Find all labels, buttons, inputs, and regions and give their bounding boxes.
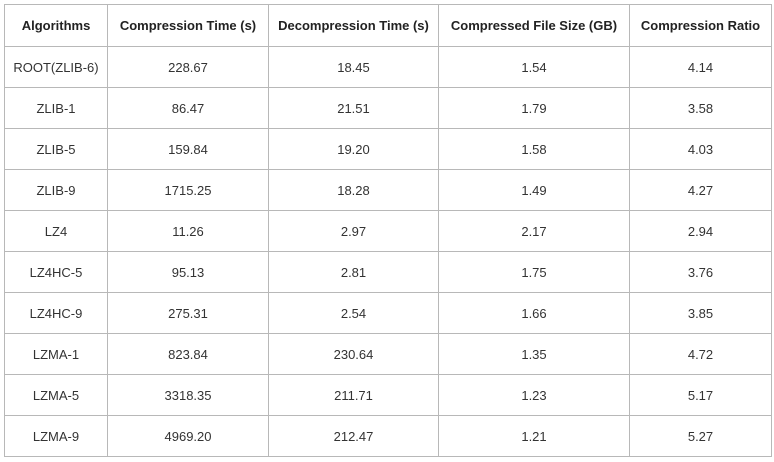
table-cell: 1.75 bbox=[438, 251, 630, 293]
header-cell: Compression Time (s) bbox=[107, 4, 269, 47]
table-row: LZMA-9 4969.20 212.47 1.21 5.27 bbox=[4, 415, 772, 457]
table-cell: 212.47 bbox=[268, 415, 439, 457]
table-cell: 4.27 bbox=[629, 169, 772, 211]
table-cell: 1.35 bbox=[438, 333, 630, 375]
table-cell: 4.03 bbox=[629, 128, 772, 170]
table-cell: 1.54 bbox=[438, 46, 630, 88]
header-cell: Compression Ratio bbox=[629, 4, 772, 47]
table-row: LZ4 11.26 2.97 2.17 2.94 bbox=[4, 210, 772, 252]
table-header: Algorithms Compression Time (s) Decompress… bbox=[4, 4, 772, 47]
table-cell: 228.67 bbox=[107, 46, 269, 88]
table-cell: LZ4HC-5 bbox=[4, 251, 108, 293]
table-cell: LZ4 bbox=[4, 210, 108, 252]
table-cell: 95.13 bbox=[107, 251, 269, 293]
table-cell: 3318.35 bbox=[107, 374, 269, 416]
table-cell: 1.58 bbox=[438, 128, 630, 170]
table-cell: 1.49 bbox=[438, 169, 630, 211]
table-cell: 21.51 bbox=[268, 87, 439, 129]
table-cell: LZMA-1 bbox=[4, 333, 108, 375]
header-cell: Algorithms bbox=[4, 4, 108, 47]
table-cell: 4.14 bbox=[629, 46, 772, 88]
table-cell: 2.94 bbox=[629, 210, 772, 252]
table-cell: 1.79 bbox=[438, 87, 630, 129]
table-row: ROOT(ZLIB-6) 228.67 18.45 1.54 4.14 bbox=[4, 46, 772, 88]
data-table: Algorithms Compression Time (s) Decompress… bbox=[4, 4, 772, 457]
table-cell: ROOT(ZLIB-6) bbox=[4, 46, 108, 88]
table-body: ROOT(ZLIB-6) 228.67 18.45 1.54 4.14 ZLIB-1 86.… bbox=[4, 46, 772, 457]
table-cell: 2.54 bbox=[268, 292, 439, 334]
header-row: Algorithms Compression Time (s) Decompress… bbox=[4, 4, 772, 47]
table-row: LZ4HC-5 95.13 2.81 1.75 3.76 bbox=[4, 251, 772, 293]
table-row: ZLIB-1 86.47 21.51 1.79 3.58 bbox=[4, 87, 772, 129]
table-cell: 4969.20 bbox=[107, 415, 269, 457]
table-cell: 18.45 bbox=[268, 46, 439, 88]
table-cell: 1.66 bbox=[438, 292, 630, 334]
table-cell: ZLIB-5 bbox=[4, 128, 108, 170]
table-cell: 275.31 bbox=[107, 292, 269, 334]
table-cell: LZ4HC-9 bbox=[4, 292, 108, 334]
table-row: LZMA-5 3318.35 211.71 1.23 5.17 bbox=[4, 374, 772, 416]
table-cell: LZMA-5 bbox=[4, 374, 108, 416]
table-cell: 2.17 bbox=[438, 210, 630, 252]
table-cell: 159.84 bbox=[107, 128, 269, 170]
table-cell: 5.17 bbox=[629, 374, 772, 416]
table-cell: ZLIB-1 bbox=[4, 87, 108, 129]
table-cell: 823.84 bbox=[107, 333, 269, 375]
table-row: ZLIB-5 159.84 19.20 1.58 4.03 bbox=[4, 128, 772, 170]
table-cell: 3.85 bbox=[629, 292, 772, 334]
table-cell: 2.81 bbox=[268, 251, 439, 293]
table-cell: 11.26 bbox=[107, 210, 269, 252]
table-cell: 211.71 bbox=[268, 374, 439, 416]
table-cell: 1.21 bbox=[438, 415, 630, 457]
table-cell: ZLIB-9 bbox=[4, 169, 108, 211]
table-cell: 3.58 bbox=[629, 87, 772, 129]
table-cell: 1.23 bbox=[438, 374, 630, 416]
table-cell: 18.28 bbox=[268, 169, 439, 211]
table-cell: 4.72 bbox=[629, 333, 772, 375]
table-cell: 2.97 bbox=[268, 210, 439, 252]
header-cell: Compressed File Size (GB) bbox=[438, 4, 630, 47]
table-cell: 86.47 bbox=[107, 87, 269, 129]
table-cell: 230.64 bbox=[268, 333, 439, 375]
header-cell: Decompression Time (s) bbox=[268, 4, 439, 47]
table-cell: 5.27 bbox=[629, 415, 772, 457]
table-cell: 3.76 bbox=[629, 251, 772, 293]
table-row: LZMA-1 823.84 230.64 1.35 4.72 bbox=[4, 333, 772, 375]
table-row: LZ4HC-9 275.31 2.54 1.66 3.85 bbox=[4, 292, 772, 334]
table-cell: 1715.25 bbox=[107, 169, 269, 211]
table-cell: 19.20 bbox=[268, 128, 439, 170]
table-cell: LZMA-9 bbox=[4, 415, 108, 457]
table-row: ZLIB-9 1715.25 18.28 1.49 4.27 bbox=[4, 169, 772, 211]
